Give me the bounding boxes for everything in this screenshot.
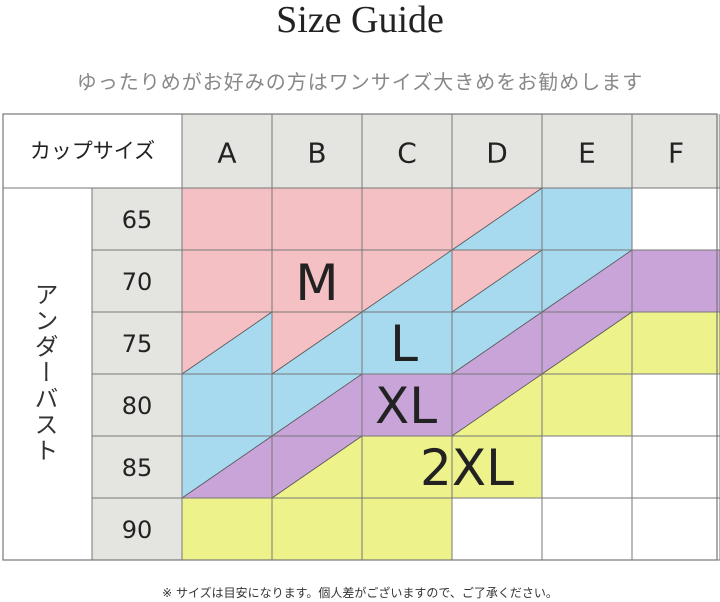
size-cell bbox=[362, 188, 452, 250]
size-boundary-line bbox=[181, 311, 273, 375]
size-boundary-line bbox=[181, 435, 273, 499]
page-title: Size Guide bbox=[276, 0, 444, 41]
size-boundary-line bbox=[451, 373, 543, 437]
under-bust-cell-85 bbox=[92, 436, 182, 498]
subtitle: ゆったりめがお好みの方はワンサイズ大きめをお勧めします bbox=[76, 70, 644, 94]
size-label-L: L bbox=[390, 315, 418, 373]
under-bust-value-75: 75 bbox=[122, 330, 153, 358]
size-boundary-line bbox=[271, 311, 363, 375]
under-bust-cell-75 bbox=[92, 312, 182, 374]
cup-label-B: B bbox=[307, 137, 326, 170]
size-cell bbox=[632, 436, 720, 498]
corner-cell bbox=[3, 114, 182, 188]
under-bust-value-80: 80 bbox=[122, 392, 153, 420]
size-cell bbox=[362, 312, 452, 374]
size-boundary-line bbox=[271, 373, 363, 437]
under-bust-cell-90 bbox=[92, 498, 182, 560]
under-bust-value-90: 90 bbox=[122, 516, 153, 544]
under-bust-label: アンダーバスト bbox=[30, 282, 58, 464]
size-boundary-line bbox=[361, 249, 453, 313]
under-bust-value-70: 70 bbox=[122, 268, 153, 296]
size-cell bbox=[542, 498, 632, 560]
size-cell bbox=[452, 498, 542, 560]
cup-header-D bbox=[452, 114, 542, 188]
size-cell bbox=[632, 374, 720, 436]
under-bust-value-85: 85 bbox=[122, 454, 153, 482]
cup-label-A: A bbox=[217, 137, 236, 170]
size-cell bbox=[362, 374, 452, 436]
size-cell bbox=[272, 250, 362, 312]
size-cell bbox=[362, 498, 452, 560]
size-cell bbox=[542, 436, 632, 498]
under-bust-value-65: 65 bbox=[122, 206, 153, 234]
size-cell bbox=[542, 374, 632, 436]
size-cell bbox=[632, 498, 720, 560]
footnote: ※ サイズは目安になります。個人差がございますので、ご了承ください。 bbox=[162, 586, 558, 600]
cup-header-C bbox=[362, 114, 452, 188]
size-cell bbox=[182, 250, 272, 312]
corner-label: カップサイズ bbox=[30, 139, 155, 163]
cup-header-B bbox=[272, 114, 362, 188]
table-border bbox=[2, 113, 718, 561]
size-cell bbox=[632, 250, 720, 312]
cup-label-C: C bbox=[397, 137, 417, 170]
size-label-2XL: 2XL bbox=[420, 439, 514, 497]
size-cell bbox=[632, 312, 720, 374]
size-boundary-line bbox=[451, 187, 543, 251]
under-bust-cell-70 bbox=[92, 250, 182, 312]
size-cell bbox=[182, 188, 272, 250]
size-label-M: M bbox=[295, 254, 338, 312]
size-cell bbox=[182, 498, 272, 560]
size-cell bbox=[632, 188, 720, 250]
size-boundary-line bbox=[541, 249, 633, 313]
under-bust-header-cell bbox=[3, 188, 92, 560]
size-label-XL: XL bbox=[375, 377, 437, 435]
under-bust-cell-80 bbox=[92, 374, 182, 436]
size-boundary-line bbox=[451, 249, 543, 313]
cup-header-E bbox=[542, 114, 632, 188]
size-cell bbox=[542, 188, 632, 250]
cup-label-D: D bbox=[486, 137, 508, 170]
cup-header-F bbox=[632, 114, 720, 188]
size-cell bbox=[182, 374, 272, 436]
cup-header-A bbox=[182, 114, 272, 188]
size-cell bbox=[452, 436, 542, 498]
cup-label-F: F bbox=[668, 137, 684, 170]
size-cell bbox=[272, 188, 362, 250]
size-boundary-line bbox=[271, 435, 363, 499]
size-boundary-line bbox=[541, 311, 633, 375]
cup-label-E: E bbox=[578, 137, 596, 170]
size-cell bbox=[362, 436, 452, 498]
size-cell bbox=[272, 498, 362, 560]
under-bust-cell-65 bbox=[92, 188, 182, 250]
size-boundary-line bbox=[451, 311, 543, 375]
